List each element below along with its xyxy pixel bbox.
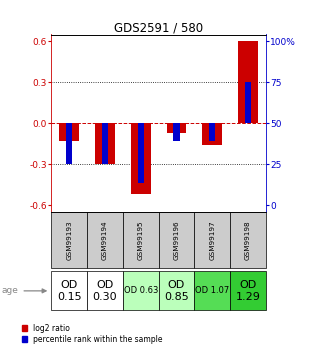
- Text: OD
0.85: OD 0.85: [164, 280, 189, 302]
- Bar: [51, 212, 87, 268]
- Bar: [209, 123, 216, 141]
- Bar: [194, 212, 230, 268]
- Text: OD
0.30: OD 0.30: [93, 280, 117, 302]
- Text: OD 0.63: OD 0.63: [123, 286, 158, 295]
- Bar: [51, 271, 87, 310]
- Bar: [230, 212, 266, 268]
- Bar: [202, 123, 222, 145]
- Bar: [59, 123, 79, 141]
- Text: GSM99193: GSM99193: [66, 220, 72, 260]
- Bar: [159, 212, 194, 268]
- Bar: [87, 212, 123, 268]
- Bar: [230, 271, 266, 310]
- Bar: [194, 271, 230, 310]
- Text: OD
1.29: OD 1.29: [236, 280, 260, 302]
- Text: GSM99196: GSM99196: [174, 220, 179, 260]
- Bar: [137, 123, 144, 184]
- Text: GSM99194: GSM99194: [102, 220, 108, 260]
- Text: GSM99197: GSM99197: [209, 220, 215, 260]
- Text: age: age: [1, 286, 18, 295]
- Bar: [159, 271, 194, 310]
- Bar: [123, 212, 159, 268]
- Bar: [87, 271, 123, 310]
- Bar: [66, 123, 72, 164]
- Text: OD
0.15: OD 0.15: [57, 280, 81, 302]
- Bar: [95, 123, 115, 164]
- Text: OD 1.07: OD 1.07: [195, 286, 230, 295]
- Text: GSM99198: GSM99198: [245, 220, 251, 260]
- Bar: [131, 123, 151, 194]
- Text: GSM99195: GSM99195: [138, 220, 144, 260]
- Bar: [167, 123, 186, 133]
- Bar: [245, 82, 251, 123]
- Bar: [123, 271, 159, 310]
- Legend: log2 ratio, percentile rank within the sample: log2 ratio, percentile rank within the s…: [22, 324, 163, 344]
- Bar: [102, 123, 108, 164]
- Title: GDS2591 / 580: GDS2591 / 580: [114, 21, 203, 34]
- Bar: [238, 41, 258, 123]
- Bar: [173, 123, 180, 141]
